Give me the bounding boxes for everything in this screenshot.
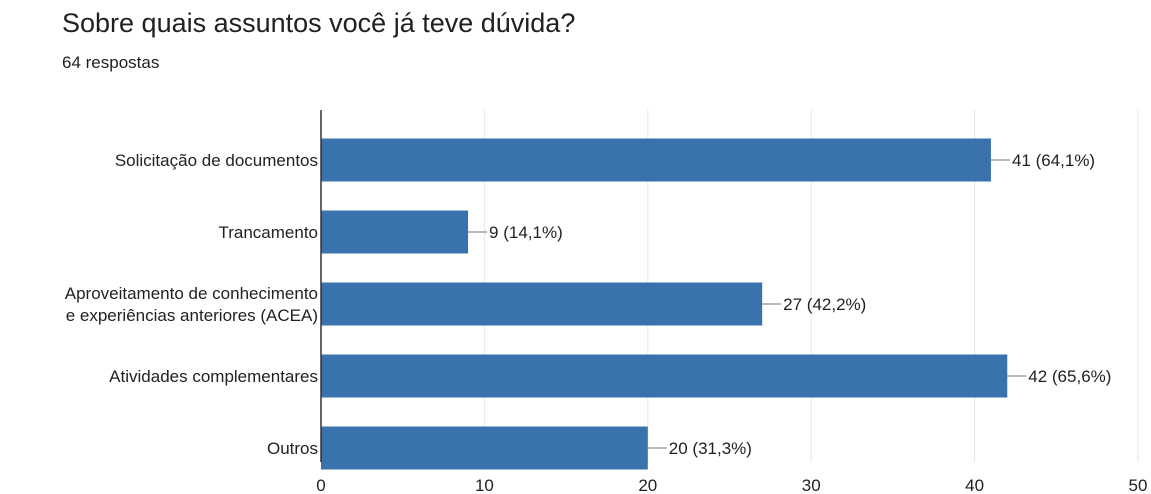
category-label-line: e experiências anteriores (ACEA) (66, 306, 318, 325)
data-label: 41 (64,1%) (1012, 151, 1095, 170)
category-label: Atividades complementares (109, 367, 318, 386)
bar (321, 282, 763, 326)
x-tick-label: 0 (316, 476, 325, 494)
category-label: Aproveitamento de conhecimento e experiên… (65, 284, 318, 325)
x-tick-label: 20 (638, 476, 657, 494)
category-label-line: Solicitação de documentos (115, 151, 318, 170)
bar (321, 426, 648, 470)
category-label-line: Trancamento (218, 223, 318, 242)
category-label: Trancamento (218, 223, 318, 242)
x-tick-label: 10 (475, 476, 494, 494)
category-label-line: Atividades complementares (109, 367, 318, 386)
x-tick-label: 40 (965, 476, 984, 494)
bars (321, 138, 1008, 470)
labels: 0 10 20 30 40 50 41 (64,1%) Solicitação de docu… (65, 151, 1148, 494)
bar (321, 138, 991, 182)
category-label: Solicitação de documentos (115, 151, 318, 170)
data-label: 42 (65,6%) (1028, 367, 1111, 386)
data-label: 9 (14,1%) (489, 223, 563, 242)
category-label: Outros (267, 439, 318, 458)
x-tick-label: 50 (1129, 476, 1148, 494)
bar (321, 354, 1008, 398)
data-label: 27 (42,2%) (783, 295, 866, 314)
data-label: 20 (31,3%) (669, 439, 752, 458)
chart-title: Sobre quais assuntos você já teve dúvida… (62, 8, 576, 38)
response-count: 64 respostas (62, 53, 160, 72)
category-label-line: Outros (267, 439, 318, 458)
category-label-line: Aproveitamento de conhecimento (65, 284, 318, 303)
x-tick-label: 30 (802, 476, 821, 494)
bar (321, 210, 469, 254)
